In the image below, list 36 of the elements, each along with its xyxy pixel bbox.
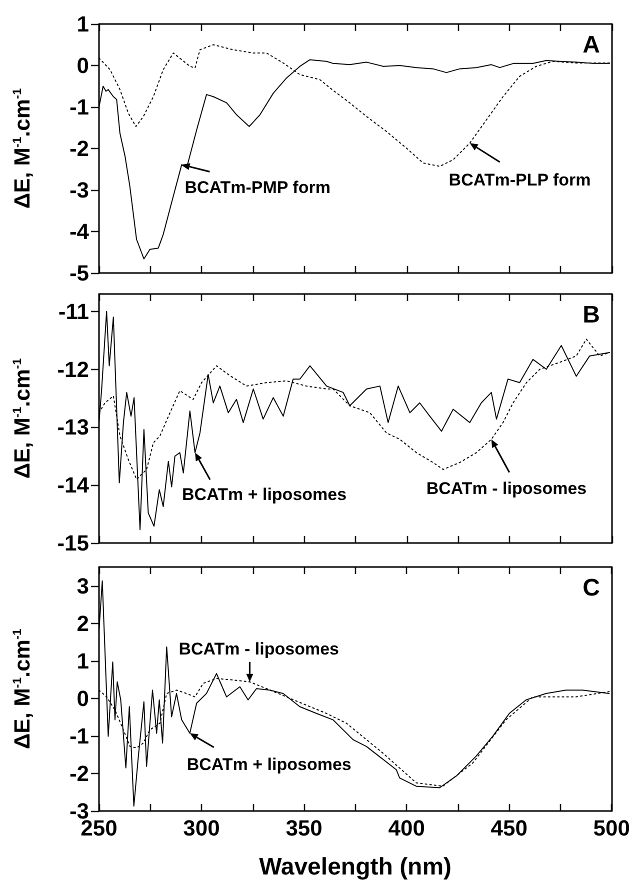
x-tick-label: 300 — [183, 816, 220, 840]
annotation: BCATm-PLP form — [448, 170, 591, 190]
y-tick-label: 1 — [76, 12, 89, 36]
y-axis-title: ΔE, M-1.cm-1 — [10, 358, 34, 479]
y-tick-label: 1 — [76, 648, 89, 674]
y-tick-label: -1 — [69, 723, 89, 748]
chart-title: B — [582, 302, 600, 328]
x-tick-label: 500 — [593, 816, 630, 840]
y-tick-label: -1 — [69, 94, 89, 120]
chart-title: A — [582, 32, 600, 58]
x-tick-label: 350 — [286, 816, 322, 840]
annotation: BCATm - liposomes — [178, 639, 339, 658]
y-tick-label: -14 — [57, 472, 90, 498]
y-tick-label: -2 — [69, 760, 89, 786]
y-tick-label: 2 — [76, 610, 89, 636]
y-tick-label: -5 — [69, 260, 89, 286]
annotation: BCATm + liposomes — [186, 754, 352, 774]
y-tick-label: -3 — [69, 178, 89, 202]
annotation: BCATm + liposomes — [182, 485, 347, 504]
y-tick-label: -12 — [57, 356, 89, 382]
annotation: BCATm-PMP form — [184, 178, 330, 198]
y-axis-title: ΔE, M-1.cm-1 — [10, 88, 34, 209]
y-tick-label: -15 — [57, 530, 89, 556]
x-tick-label: 400 — [388, 816, 425, 840]
y-tick-label: -2 — [69, 136, 89, 161]
y-tick-label: -4 — [69, 219, 90, 244]
x-axis-title: Wavelength (nm) — [259, 854, 452, 880]
y-tick-label: -13 — [57, 414, 89, 440]
y-tick-label: -11 — [58, 298, 89, 324]
x-tick-label: 450 — [490, 816, 528, 840]
chart-title: C — [582, 574, 600, 602]
y-tick-label: 3 — [76, 573, 89, 598]
annotation: BCATm - liposomes — [426, 478, 587, 498]
y-tick-label: 0 — [76, 53, 89, 78]
y-axis-title: ΔE, M-1.cm-1 — [10, 628, 34, 750]
y-tick-label: 0 — [76, 686, 89, 711]
